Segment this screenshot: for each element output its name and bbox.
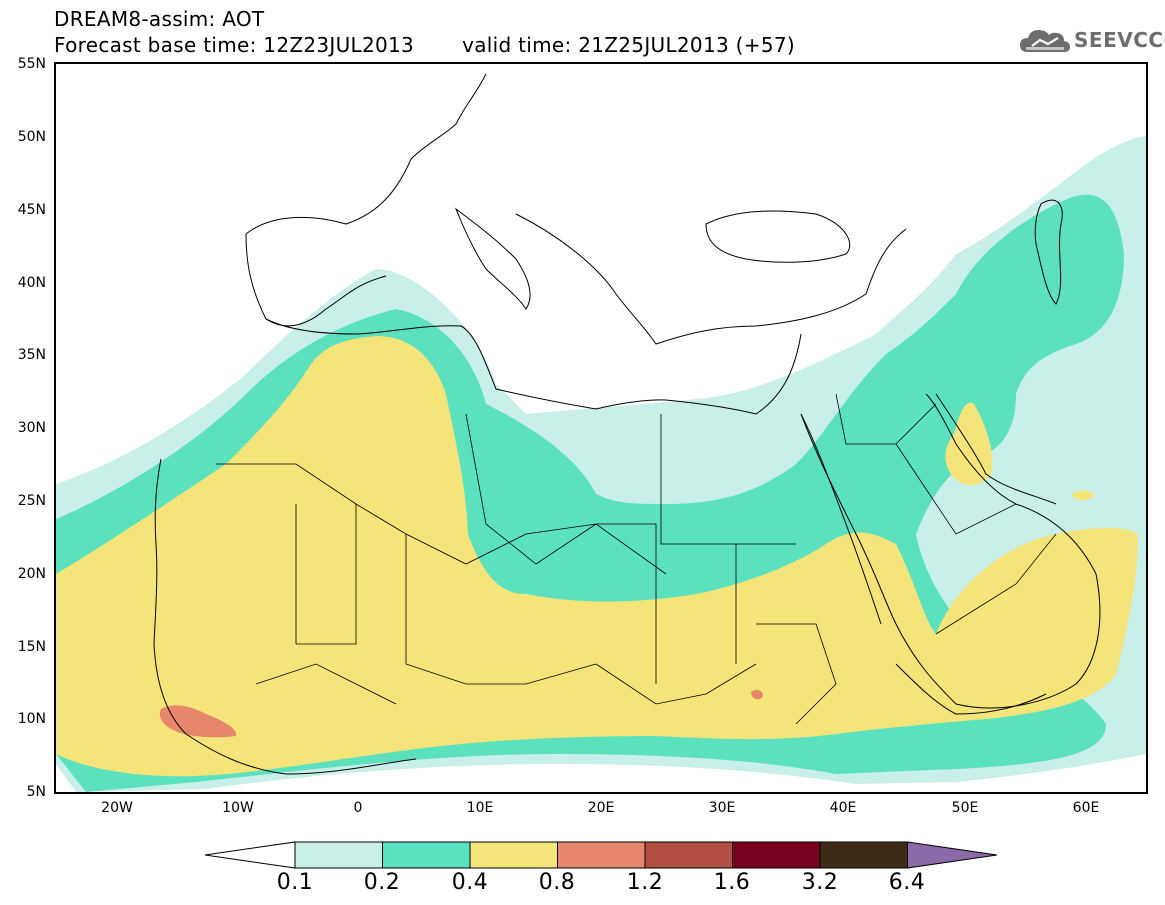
- colorbar-segment-below-0.1: [205, 841, 296, 869]
- y-tick-label: 30N: [17, 420, 46, 436]
- x-tick-label: 20E: [587, 800, 615, 816]
- country-borders: [216, 393, 1057, 725]
- y-tick-label: 40N: [17, 275, 46, 291]
- colorbar-segment-0.1-0.2: [294, 841, 383, 869]
- colorbar-label: 0.1: [276, 870, 314, 895]
- y-tick-label: 35N: [17, 347, 46, 363]
- colorbar-segment-0.4-0.8: [469, 841, 558, 869]
- y-tick-label: 45N: [17, 202, 46, 218]
- map-canvas: [56, 73, 1146, 792]
- y-tick-label: 50N: [17, 129, 46, 145]
- colorbar-label: 6.4: [888, 870, 926, 895]
- colorbar-segment-above-6.4: [907, 841, 997, 869]
- x-tick-label: 0: [353, 800, 363, 816]
- valid-time: valid time: 21Z25JUL2013 (+57): [462, 33, 795, 57]
- x-tick-label: 50E: [951, 800, 979, 816]
- map-subtitle: Forecast base time: 12Z23JUL2013 valid ti…: [54, 34, 795, 56]
- y-tick-label: 25N: [17, 493, 46, 509]
- aot-field-0.4: [56, 336, 1138, 777]
- x-tick-label: 60E: [1072, 800, 1100, 816]
- colorbar-segment-1.6-3.2: [732, 841, 821, 869]
- colorbar-label: 0.4: [451, 870, 489, 895]
- cloud-icon: [1020, 30, 1070, 52]
- colorbar-label: 0.8: [538, 870, 576, 895]
- x-tick-label: 10W: [222, 800, 254, 816]
- logo-text: SEEVCCC: [1074, 28, 1165, 52]
- aot-field-0.4-oman: [1071, 490, 1094, 501]
- x-tick-label: 40E: [829, 800, 857, 816]
- y-tick-label: 10N: [17, 711, 46, 727]
- aot-map: [54, 62, 1148, 794]
- colorbar-segment-1.2-1.6: [644, 841, 733, 869]
- y-tick-label: 15N: [17, 639, 46, 655]
- map-title: DREAM8-assim: AOT: [54, 7, 265, 31]
- colorbar-label: 0.2: [363, 870, 401, 895]
- aot-field-0.8-sudan: [751, 689, 763, 700]
- colorbar-label: 1.2: [626, 870, 664, 895]
- y-tick-label: 55N: [17, 56, 46, 72]
- colorbar-label: 1.6: [713, 870, 751, 895]
- x-tick-label: 20W: [101, 800, 133, 816]
- coastlines: [153, 73, 1101, 775]
- colorbar-label: 3.2: [801, 870, 839, 895]
- colorbar-segment-3.2-6.4: [819, 841, 908, 869]
- y-tick-label: 20N: [17, 566, 46, 582]
- x-tick-label: 30E: [708, 800, 736, 816]
- forecast-base-time: Forecast base time: 12Z23JUL2013: [54, 33, 415, 57]
- seevccc-logo: SEEVCCC: [1018, 24, 1165, 58]
- colorbar-segment-0.8-1.2: [557, 841, 646, 869]
- colorbar: [205, 841, 997, 869]
- y-tick-label: 5N: [26, 784, 46, 800]
- x-tick-label: 10E: [466, 800, 494, 816]
- colorbar-segment-0.2-0.4: [382, 841, 471, 869]
- aot-field-0.8: [159, 705, 237, 738]
